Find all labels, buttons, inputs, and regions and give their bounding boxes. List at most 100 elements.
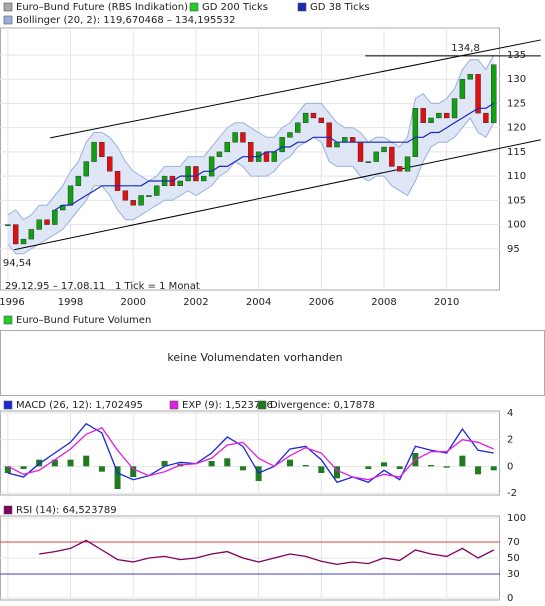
y-tick-label: -2 <box>507 488 517 499</box>
candle <box>177 180 183 187</box>
divergence-bar <box>161 461 168 467</box>
divergence-bar <box>224 458 231 467</box>
legend-swatch <box>169 400 179 410</box>
y-tick-label: 115 <box>507 147 526 158</box>
legend-label: RSI (14): 64,523789 <box>16 505 117 516</box>
divergence-bar <box>20 466 27 469</box>
x-tick-label: 2000 <box>121 297 146 308</box>
divergence-bar <box>365 466 372 469</box>
candle <box>28 229 35 240</box>
panel-frame <box>0 410 500 496</box>
candle <box>5 224 11 226</box>
candle <box>44 219 50 225</box>
candle <box>436 112 442 119</box>
candle <box>52 209 58 225</box>
legend-label: EXP (9): 1,523716 <box>182 400 273 411</box>
candle <box>295 122 301 133</box>
candle <box>107 156 113 172</box>
divergence-bar <box>83 455 90 467</box>
y-tick-label: 30 <box>507 569 520 580</box>
candle <box>279 137 285 153</box>
candle <box>404 156 411 172</box>
x-tick-label: 1996 <box>0 297 25 308</box>
candle <box>75 175 82 187</box>
candle <box>224 141 230 153</box>
candle <box>373 151 379 162</box>
candle <box>334 141 340 148</box>
trend-line <box>14 139 541 251</box>
candle <box>185 166 191 182</box>
footnote: 29.12.95 – 17.08.11 <box>5 281 105 292</box>
divergence-bar <box>318 466 325 473</box>
candle <box>130 200 136 206</box>
y-tick-label: 0 <box>507 461 513 472</box>
divergence-bar <box>51 459 58 467</box>
candle <box>467 74 473 80</box>
candle <box>310 112 317 119</box>
divergence-bar <box>333 466 340 479</box>
divergence-bar <box>302 465 309 467</box>
candle <box>146 195 152 197</box>
divergence-bar <box>443 466 450 468</box>
candle <box>318 117 325 124</box>
y-tick-label: 120 <box>507 123 526 134</box>
divergence-bar <box>114 466 121 489</box>
divergence-bar <box>208 461 215 467</box>
candle <box>99 141 105 157</box>
candle <box>396 166 403 172</box>
x-tick-label: 2006 <box>309 297 334 308</box>
divergence-bar <box>396 466 403 469</box>
annotation: 94,54 <box>3 258 32 269</box>
candle <box>420 108 426 124</box>
candle <box>475 74 481 114</box>
divergence-bar <box>130 466 137 477</box>
divergence-bar <box>67 459 74 467</box>
y-tick-label: 110 <box>507 171 526 182</box>
candle <box>459 78 466 99</box>
legend-label: MACD (26, 12): 1,702495 <box>16 400 143 411</box>
x-tick-label: 2004 <box>246 297 271 308</box>
candle <box>122 190 129 201</box>
legend-swatch <box>297 2 307 12</box>
candle <box>302 112 309 124</box>
indicator-line <box>7 422 494 484</box>
legend-label: GD 200 Ticks <box>202 2 268 13</box>
divergence-bar <box>459 455 466 467</box>
legend-swatch <box>257 400 267 410</box>
y-tick-label: 100 <box>507 513 526 524</box>
candle <box>349 137 356 143</box>
candle <box>287 132 293 138</box>
candle <box>248 141 254 162</box>
candle <box>193 166 199 182</box>
candle <box>412 108 419 157</box>
divergence-bar <box>286 459 293 467</box>
candle <box>208 156 215 177</box>
y-tick-label: 50 <box>507 553 520 564</box>
empty-message: keine Volumendaten vorhanden <box>167 351 342 364</box>
candle <box>326 122 332 148</box>
annotation: 134,8 <box>451 43 480 54</box>
candle <box>357 141 364 162</box>
candle <box>114 171 121 191</box>
divergence-bar <box>475 466 482 475</box>
candle <box>342 137 348 143</box>
candle <box>83 161 89 177</box>
candle <box>428 117 434 124</box>
candle <box>20 238 27 245</box>
x-tick-label: 2002 <box>183 297 208 308</box>
legend-label: GD 38 Ticks <box>310 2 370 13</box>
candle <box>389 146 395 167</box>
candle <box>67 185 74 206</box>
divergence-bar <box>239 466 246 471</box>
y-tick-label: 0 <box>507 593 513 604</box>
candle <box>444 112 450 119</box>
divergence-bar <box>4 466 11 473</box>
candle <box>365 161 372 163</box>
indicator-line <box>39 539 494 566</box>
y-tick-label: 2 <box>507 435 513 446</box>
candle <box>271 151 277 162</box>
y-tick-label: 4 <box>507 408 513 419</box>
y-tick-label: 125 <box>507 98 526 109</box>
candle <box>483 112 489 124</box>
